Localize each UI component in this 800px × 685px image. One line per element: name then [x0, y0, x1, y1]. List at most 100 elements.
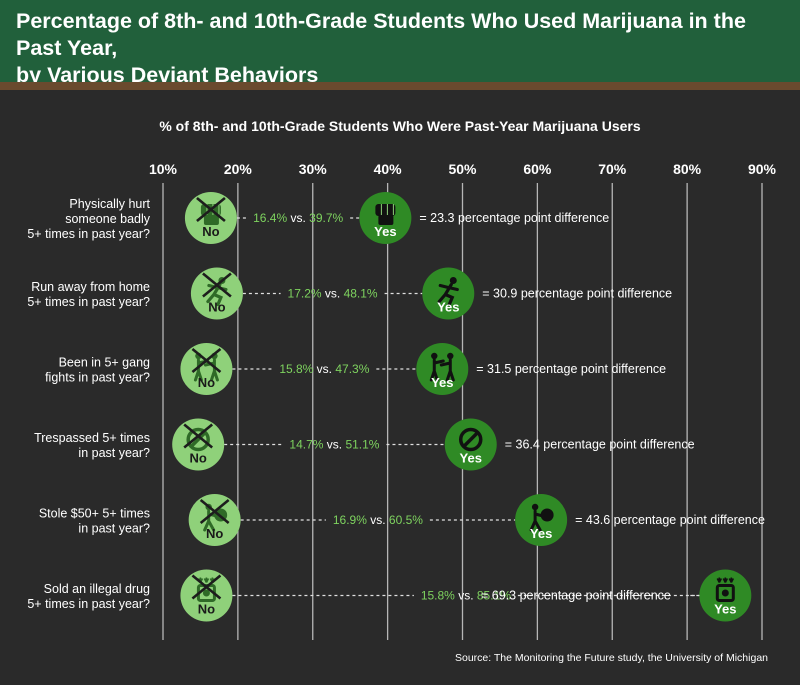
yes-circle: [422, 267, 475, 320]
no-value: 17.2%: [288, 287, 325, 301]
value-label: 15.8% vs. 47.3%: [279, 362, 369, 376]
cross-out-mark: [183, 423, 214, 449]
row-label: Trespassed 5+ times: [34, 431, 150, 445]
no-value: 15.8%: [421, 589, 458, 603]
no-marker: No: [190, 267, 243, 320]
yes-value: 47.3%: [335, 362, 369, 376]
x-tick-label: 20%: [224, 161, 253, 177]
row-label: in past year?: [78, 446, 150, 460]
row-label: fights in past year?: [45, 371, 150, 385]
difference-label: = 23.3 percentage point difference: [419, 211, 609, 225]
x-axis-title: % of 8th- and 10th-Grade Students Who We…: [159, 118, 641, 134]
no-label: No: [198, 602, 215, 617]
x-tick-label: 90%: [748, 161, 777, 177]
no-value: 14.7%: [289, 438, 326, 452]
row-label: 5+ times in past year?: [27, 597, 150, 611]
vs-text: vs.: [325, 287, 344, 301]
no-circle: [172, 418, 225, 471]
no-value: 16.9%: [333, 513, 370, 527]
x-tick-label: 60%: [523, 161, 552, 177]
vs-text: vs.: [370, 513, 389, 527]
yes-label: Yes: [431, 375, 453, 390]
yes-marker: Yes: [359, 192, 412, 244]
row-label: 5+ times in past year?: [27, 295, 150, 309]
yes-value: 39.7%: [309, 211, 343, 225]
no-value: 16.4%: [253, 211, 290, 225]
x-tick-label: 40%: [374, 161, 403, 177]
no-circle: [180, 343, 233, 395]
no-circle: [190, 267, 243, 320]
vs-text: vs.: [317, 362, 336, 376]
source-note: Source: The Monitoring the Future study,…: [454, 652, 768, 664]
no-marker: No: [180, 569, 233, 622]
cross-out-mark: [191, 347, 222, 374]
no-marker: No: [172, 418, 225, 471]
difference-label: = 36.4 percentage point difference: [505, 438, 695, 452]
no-label: No: [208, 300, 225, 315]
yes-label: Yes: [437, 300, 459, 315]
x-tick-label: 30%: [299, 161, 328, 177]
value-label: 16.9% vs. 60.5%: [333, 513, 423, 527]
no-marker: No: [188, 494, 241, 546]
cross-out-mark: [202, 272, 232, 298]
difference-label: = 69.3 percentage point difference: [481, 589, 671, 603]
difference-label: = 30.9 percentage point difference: [482, 287, 672, 301]
row-label: someone badly: [65, 212, 151, 226]
row-label: Stole $50+ 5+ times: [39, 507, 150, 521]
row-label: Run away from home: [31, 280, 150, 294]
x-tick-label: 10%: [149, 161, 178, 177]
cross-out-mark: [199, 498, 230, 525]
no-label: No: [202, 224, 219, 239]
yes-value: 85.1%: [477, 589, 511, 603]
yes-marker: Yes: [515, 494, 568, 546]
header-divider: [0, 82, 800, 90]
no-marker: No: [184, 192, 237, 244]
difference-label: = 31.5 percentage point difference: [476, 362, 666, 376]
no-circle: [188, 494, 241, 546]
title-line-1: Percentage of 8th- and 10th-Grade Studen…: [16, 9, 746, 60]
row-label: Sold an illegal drug: [44, 582, 150, 596]
yes-value: 48.1%: [344, 287, 378, 301]
cross-out-mark: [196, 196, 226, 223]
value-label: 17.2% vs. 48.1%: [288, 287, 378, 301]
yes-label: Yes: [374, 224, 396, 239]
vs-text: vs.: [290, 211, 309, 225]
yes-value: 51.1%: [345, 438, 379, 452]
value-label: 15.8% vs. 85.1%: [421, 589, 511, 603]
yes-label: Yes: [530, 526, 552, 541]
yes-label: Yes: [460, 451, 482, 466]
yes-marker: Yes: [416, 343, 469, 395]
x-tick-label: 50%: [448, 161, 477, 177]
row-label: 5+ times in past year?: [27, 227, 150, 241]
value-label: 16.4% vs. 39.7%: [253, 211, 343, 225]
yes-marker: Yes: [699, 569, 752, 622]
yes-circle: [416, 343, 469, 395]
yes-circle: [515, 494, 568, 546]
no-marker: No: [180, 343, 233, 395]
vs-text: vs.: [458, 589, 477, 603]
cross-out-mark: [191, 574, 222, 600]
row-label: in past year?: [78, 522, 150, 536]
no-label: No: [206, 526, 223, 541]
row-label: Physically hurt: [69, 197, 150, 211]
vs-text: vs.: [327, 438, 346, 452]
row-label: Been in 5+ gang: [59, 356, 150, 370]
yes-marker: Yes: [422, 267, 475, 320]
x-tick-label: 80%: [673, 161, 702, 177]
yes-circle: [444, 418, 497, 471]
value-label: 14.7% vs. 51.1%: [289, 438, 379, 452]
no-label: No: [198, 375, 215, 390]
no-label: No: [190, 451, 207, 466]
no-value: 15.8%: [279, 362, 316, 376]
difference-label: = 43.6 percentage point difference: [575, 513, 765, 527]
yes-label: Yes: [714, 602, 736, 617]
yes-value: 60.5%: [389, 513, 423, 527]
